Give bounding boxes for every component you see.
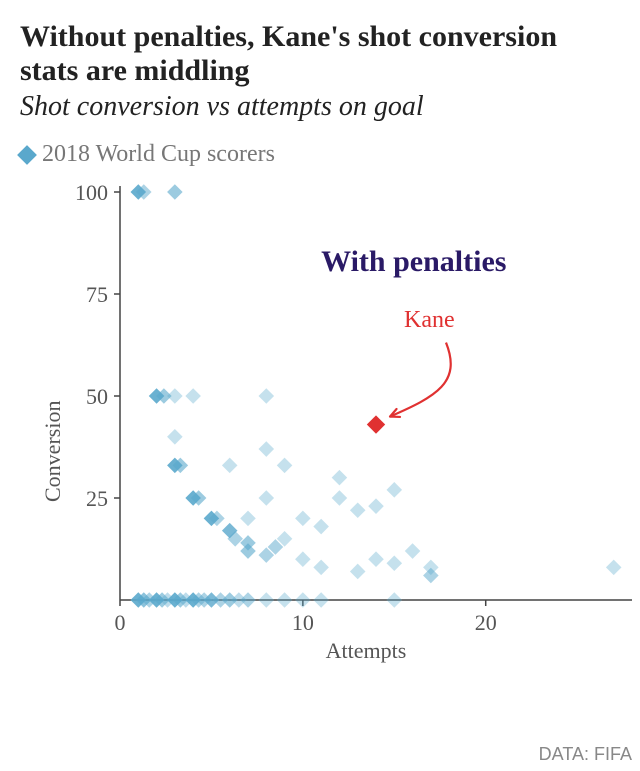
x-tick-label: 10 bbox=[292, 610, 314, 635]
scatter-point bbox=[240, 511, 256, 527]
figure: Without penalties, Kane's shot conversio… bbox=[0, 0, 640, 771]
legend-diamond-icon bbox=[17, 145, 37, 165]
kane-arrow-icon bbox=[390, 343, 451, 417]
scatter-point bbox=[332, 491, 348, 507]
scatter-point bbox=[295, 511, 311, 527]
scatter-point bbox=[167, 429, 183, 445]
scatter-point bbox=[350, 503, 366, 519]
chart-subtitle: Shot conversion vs attempts on goal bbox=[20, 91, 620, 123]
scatter-point bbox=[405, 544, 421, 560]
scatter-point bbox=[387, 556, 403, 572]
scatter-point bbox=[295, 593, 311, 609]
scatter-point bbox=[387, 482, 403, 498]
chart-title: Without penalties, Kane's shot conversio… bbox=[20, 20, 620, 87]
scatter-point bbox=[387, 593, 403, 609]
scatter-point bbox=[167, 185, 183, 201]
scatter-point bbox=[259, 593, 275, 609]
scatter-point bbox=[167, 389, 183, 405]
scatter-point bbox=[313, 593, 329, 609]
y-tick-label: 75 bbox=[86, 282, 108, 307]
scatter-point bbox=[423, 568, 439, 584]
y-axis-label: Conversion bbox=[40, 401, 66, 502]
x-axis-label: Attempts bbox=[326, 638, 407, 663]
scatter-point bbox=[368, 552, 384, 568]
scatter-point bbox=[606, 560, 622, 576]
scatter-point bbox=[313, 560, 329, 576]
scatter-point bbox=[368, 499, 384, 515]
legend-label: 2018 World Cup scorers bbox=[42, 141, 275, 168]
scatter-point bbox=[295, 552, 311, 568]
scatter-point bbox=[222, 458, 238, 474]
legend: 2018 World Cup scorers bbox=[20, 141, 640, 168]
data-source: DATA: FIFA bbox=[539, 744, 632, 765]
scatter-point bbox=[259, 491, 275, 507]
y-tick-label: 100 bbox=[75, 180, 108, 205]
scatter-point bbox=[240, 593, 256, 609]
plot-area: Conversion With penalties Kane 255075100… bbox=[20, 170, 640, 670]
scatter-point bbox=[240, 544, 256, 560]
scatter-point bbox=[259, 442, 275, 458]
scatter-point bbox=[185, 389, 201, 405]
y-tick-label: 25 bbox=[86, 486, 108, 511]
annotation-kane-label: Kane bbox=[404, 307, 455, 334]
y-tick-label: 50 bbox=[86, 384, 108, 409]
scatter-point bbox=[277, 593, 293, 609]
x-tick-label: 0 bbox=[115, 610, 126, 635]
scatter-point bbox=[259, 389, 275, 405]
annotation-with-penalties: With penalties bbox=[321, 245, 506, 279]
scatter-point bbox=[332, 470, 348, 486]
scatter-point bbox=[313, 519, 329, 535]
x-tick-label: 20 bbox=[475, 610, 497, 635]
scatter-point bbox=[277, 458, 293, 474]
kane-point bbox=[367, 416, 385, 434]
scatter-point bbox=[350, 564, 366, 580]
